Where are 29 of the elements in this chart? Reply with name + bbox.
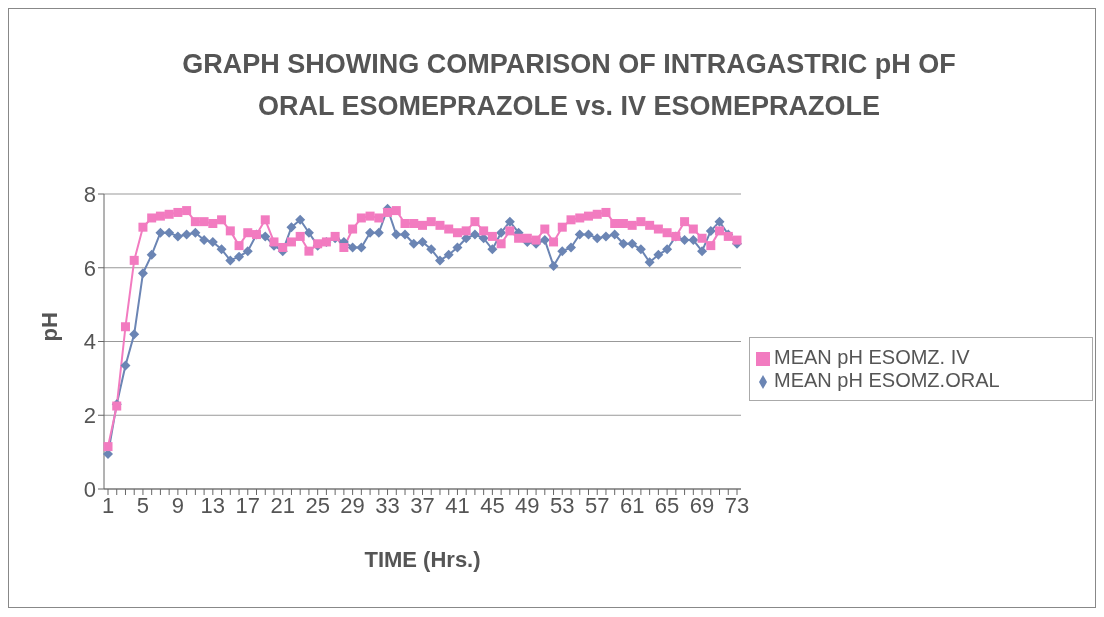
- x-tick-label: 65: [654, 492, 680, 518]
- x-tick-label: 73: [724, 492, 750, 518]
- x-tick-label: 33: [375, 492, 400, 518]
- x-tick-label: 37: [410, 492, 435, 518]
- x-tick-label: 9: [171, 492, 185, 518]
- x-tick-label: 61: [619, 492, 645, 518]
- y-tick-label: 4: [83, 329, 96, 355]
- x-tick-label: 5: [136, 492, 150, 518]
- y-tick-label: 8: [83, 181, 96, 207]
- y-tick-label: 0: [83, 476, 96, 502]
- y-tick-label: 2: [83, 403, 96, 429]
- x-tick-label: 25: [305, 492, 330, 518]
- x-tick-label: 29: [340, 492, 365, 518]
- x-tick-label: 53: [550, 492, 575, 518]
- x-tick-label: 57: [584, 492, 610, 518]
- x-tick-label: 21: [270, 492, 295, 518]
- x-tick-label: 17: [235, 492, 261, 518]
- x-tick-label: 13: [200, 492, 226, 518]
- x-tick-label: 1: [101, 492, 115, 518]
- x-tick-label: 69: [689, 492, 715, 518]
- legend-label: MEAN pH ESOMZ. IV: [774, 346, 970, 368]
- x-tick-label: 45: [480, 492, 505, 518]
- y-axis-title: pH: [36, 312, 62, 342]
- chart-title: GRAPH SHOWING COMPARISON OF INTRAGASTRIC pH OF ORAL ESOMEPRAZOLE vs. IV ESOMEPRAZOLE: [181, 48, 957, 123]
- y-tick-label: 6: [83, 255, 96, 281]
- x-tick-label: 41: [445, 492, 470, 518]
- legend-label: MEAN pH ESOMZ.ORAL: [774, 369, 1000, 391]
- x-tick-label: 49: [515, 492, 540, 518]
- x-axis-title: TIME (Hrs.): [364, 547, 481, 572]
